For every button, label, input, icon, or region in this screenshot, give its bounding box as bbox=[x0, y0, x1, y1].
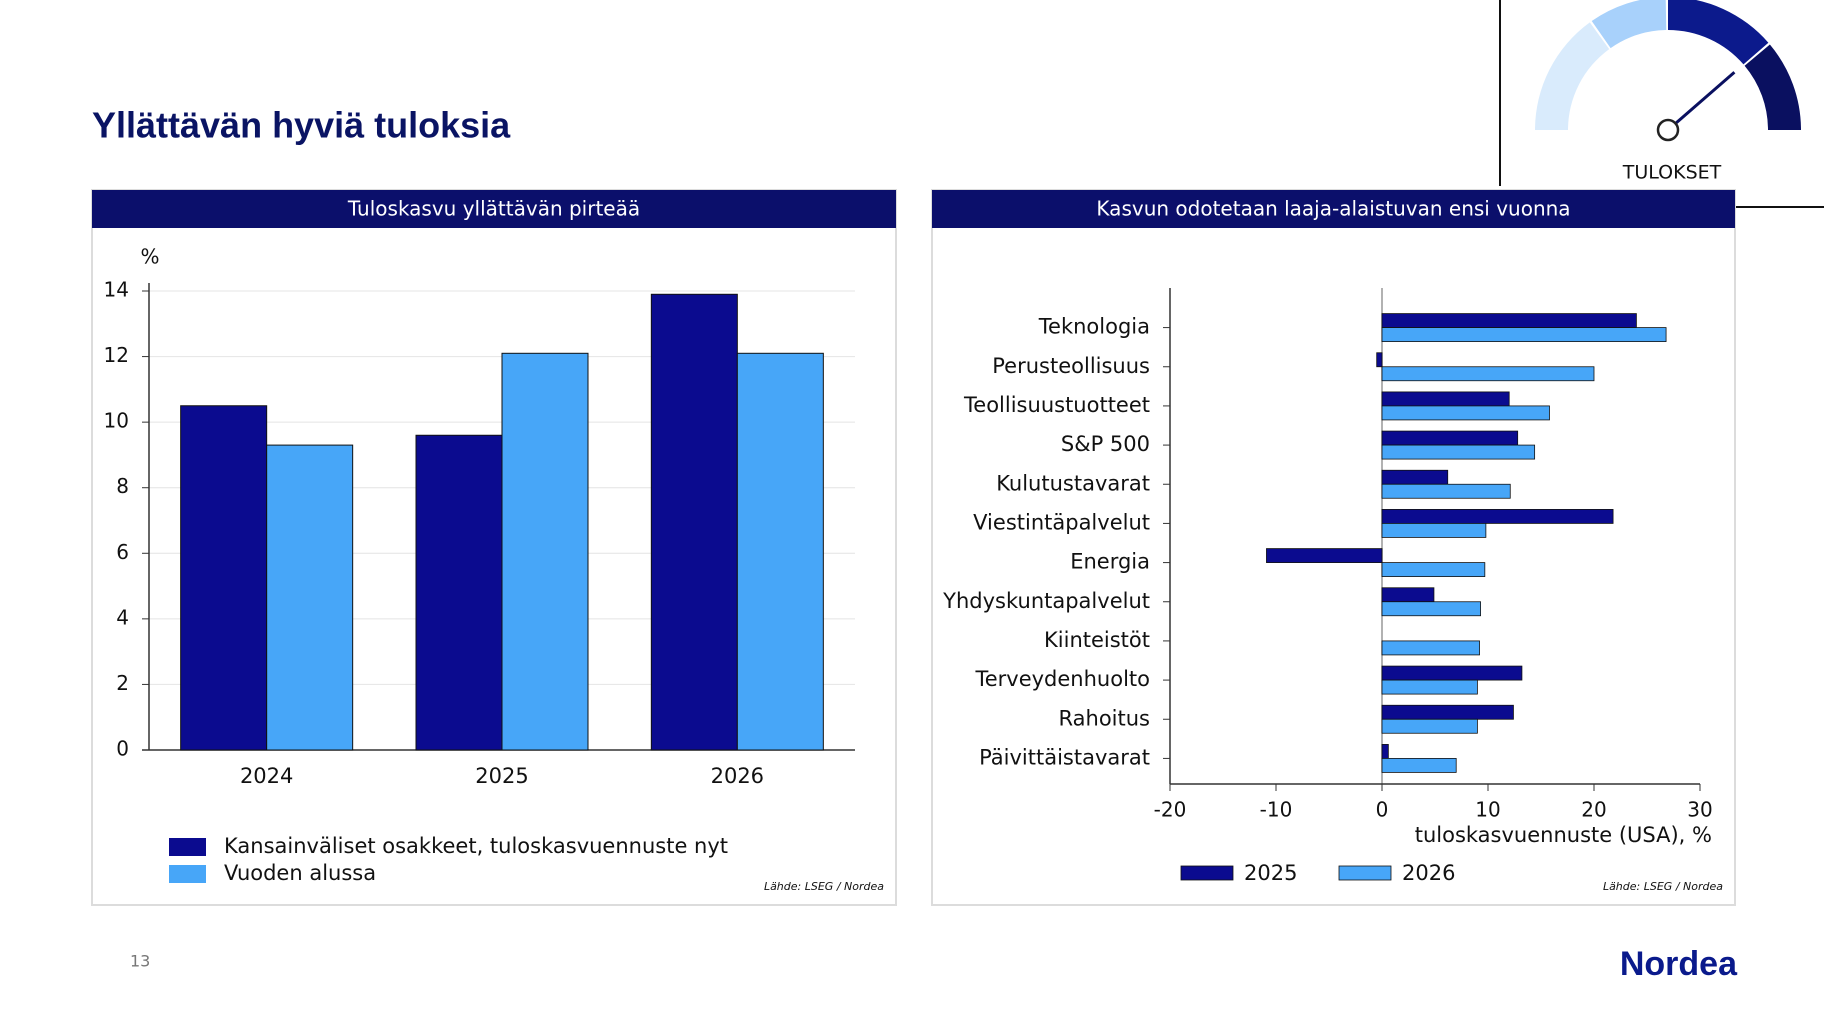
y-tick-label: Kulutustavarat bbox=[996, 471, 1150, 495]
x-tick-label: 30 bbox=[1687, 798, 1712, 822]
legend-label: 2025 bbox=[1244, 861, 1297, 885]
bar bbox=[1381, 640, 1480, 656]
x-tick-label: 2024 bbox=[240, 764, 293, 788]
bar bbox=[1381, 562, 1486, 577]
y-tick-label: 2 bbox=[116, 671, 129, 695]
gauge-segment bbox=[1591, 0, 1667, 49]
panel-header bbox=[92, 190, 896, 228]
y-tick-label: 8 bbox=[116, 474, 129, 498]
legend-label: Vuoden alussa bbox=[224, 861, 376, 885]
page-number: 13 bbox=[130, 952, 150, 971]
bar bbox=[1381, 430, 1519, 446]
bar bbox=[1381, 758, 1457, 773]
y-tick-label: Kiinteistöt bbox=[1044, 628, 1150, 652]
y-tick-label: 6 bbox=[116, 540, 129, 564]
x-tick-label: 0 bbox=[1376, 798, 1389, 822]
x-tick-label: 2025 bbox=[475, 764, 528, 788]
y-tick-label: 10 bbox=[104, 409, 129, 433]
bar bbox=[1381, 405, 1550, 421]
legend-swatch bbox=[169, 865, 206, 883]
legend-label: Kansainväliset osakkeet, tuloskasvuennus… bbox=[224, 834, 728, 858]
x-tick-label: 2026 bbox=[711, 764, 764, 788]
y-tick-label: Teknologia bbox=[1038, 315, 1150, 339]
bar bbox=[1381, 523, 1487, 538]
y-tick-label: S&P 500 bbox=[1061, 432, 1150, 456]
slide-title: Yllättävän hyviä tuloksia bbox=[92, 105, 511, 146]
panel-title: Kasvun odotetaan laaja-alaistuvan ensi v… bbox=[1096, 197, 1570, 221]
bar bbox=[1381, 718, 1478, 734]
gauge-segment bbox=[1535, 22, 1610, 130]
panel-title: Tuloskasvu yllättävän pirteää bbox=[347, 197, 640, 221]
legend-swatch bbox=[1338, 865, 1392, 881]
y-tick-label: Terveydenhuolto bbox=[974, 667, 1150, 691]
gauge-label: TULOKSET bbox=[1622, 162, 1722, 184]
x-axis-label: tuloskasvuennuste (USA), % bbox=[1415, 823, 1712, 847]
y-tick-label: Viestintäpalvelut bbox=[973, 510, 1150, 534]
bar bbox=[1381, 704, 1514, 720]
bar bbox=[1381, 587, 1435, 603]
y-tick-label: Energia bbox=[1070, 550, 1150, 574]
bar bbox=[415, 434, 503, 751]
bar bbox=[1381, 313, 1637, 328]
x-tick-label: -20 bbox=[1154, 798, 1187, 822]
bar bbox=[1376, 352, 1383, 368]
panel bbox=[931, 189, 1736, 906]
bar bbox=[501, 352, 589, 751]
bar bbox=[1381, 327, 1667, 342]
legend-label: 2026 bbox=[1402, 861, 1455, 885]
gauge-needle bbox=[1667, 71, 1736, 132]
bar bbox=[650, 293, 738, 751]
source: Lähde: LSEG / Nordea bbox=[1603, 880, 1723, 893]
legend-swatch bbox=[1180, 865, 1234, 881]
y-tick-label: Rahoitus bbox=[1059, 706, 1150, 730]
logo: Nordea bbox=[1620, 945, 1738, 983]
gauge-segment bbox=[1668, 0, 1769, 65]
gauge bbox=[1535, 0, 1801, 142]
y-axis-label: % bbox=[140, 245, 159, 269]
bar bbox=[1381, 601, 1481, 617]
bar bbox=[1381, 483, 1511, 499]
y-tick-label: Yhdyskuntapalvelut bbox=[942, 589, 1150, 613]
gauge-hub bbox=[1656, 118, 1680, 142]
bar bbox=[180, 405, 268, 751]
x-tick-label: 20 bbox=[1581, 798, 1606, 822]
y-tick-label: 4 bbox=[116, 605, 129, 629]
bar bbox=[1381, 509, 1614, 524]
bar bbox=[1381, 444, 1536, 460]
bar bbox=[1381, 366, 1595, 382]
y-tick-label: 14 bbox=[104, 278, 129, 302]
y-tick-label: Päivittäistavarat bbox=[979, 745, 1150, 769]
y-tick-label: 12 bbox=[104, 343, 129, 367]
source: Lähde: LSEG / Nordea bbox=[764, 880, 884, 893]
x-tick-label: -10 bbox=[1260, 798, 1293, 822]
bar bbox=[1381, 665, 1523, 681]
y-tick-label: Perusteollisuus bbox=[992, 354, 1150, 378]
x-tick-label: 10 bbox=[1475, 798, 1500, 822]
gauge-segment bbox=[1744, 44, 1801, 130]
y-tick-label: Teollisuustuotteet bbox=[963, 393, 1150, 417]
bar bbox=[1381, 391, 1510, 407]
bar bbox=[1266, 548, 1383, 563]
legend-swatch bbox=[169, 838, 206, 856]
bar bbox=[1381, 679, 1478, 695]
panel-header bbox=[932, 190, 1735, 228]
bar bbox=[736, 352, 824, 751]
bar bbox=[266, 444, 354, 751]
bar bbox=[1381, 744, 1389, 759]
bar bbox=[1381, 469, 1449, 485]
y-tick-label: 0 bbox=[116, 737, 129, 761]
